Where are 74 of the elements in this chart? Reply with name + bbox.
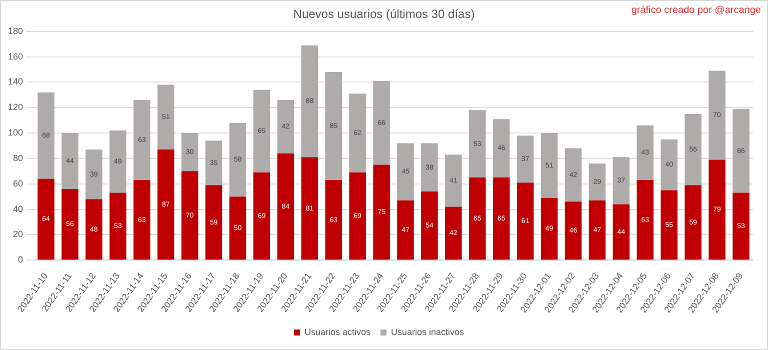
y-tick-label: 20: [13, 229, 24, 240]
bar: [684, 185, 702, 260]
bar: [181, 133, 198, 172]
bar: [588, 200, 606, 260]
bar: [732, 108, 750, 193]
bar: [445, 154, 462, 207]
bar: [277, 100, 294, 154]
bar: [469, 110, 486, 178]
bar: [181, 171, 198, 260]
bar: [540, 198, 558, 260]
y-tick-label: 160: [8, 51, 24, 62]
bar: [492, 119, 510, 178]
bar: [732, 192, 750, 260]
bar: [636, 125, 654, 180]
bar: [373, 164, 390, 260]
y-tick-label: 0: [18, 254, 24, 265]
bar: [349, 172, 366, 260]
bar: [612, 157, 630, 204]
bar: [636, 180, 654, 260]
bar: [133, 100, 150, 180]
bar: [373, 80, 390, 165]
bar: [157, 84, 174, 150]
bar: [301, 157, 318, 260]
bar: [38, 92, 54, 179]
bar: [349, 94, 366, 172]
bar: [445, 206, 462, 260]
bar: [253, 90, 270, 172]
bar: [540, 133, 558, 198]
bar: [564, 202, 582, 260]
bar: [229, 122, 246, 197]
bar: [492, 178, 510, 260]
bar: [205, 185, 222, 260]
bar: [157, 150, 174, 260]
bar: [110, 192, 126, 260]
bar: [588, 164, 606, 200]
bar: [86, 199, 102, 260]
bar: [421, 191, 438, 260]
bar: [421, 143, 438, 192]
bar: [229, 196, 246, 260]
y-tick-label: 60: [13, 178, 24, 188]
y-tick-label: 100: [8, 128, 24, 138]
bar: [516, 136, 534, 183]
bar: [397, 143, 414, 200]
legend-label: Usuarios inactivos: [391, 326, 465, 337]
y-tick-label: 180: [8, 26, 24, 36]
text: gráfico creado por @arcange: [631, 5, 761, 16]
bar: [612, 204, 630, 260]
bar: [469, 178, 486, 260]
bar: [38, 178, 54, 260]
bar: [660, 190, 678, 260]
bar: [708, 70, 726, 160]
bar: [516, 182, 534, 260]
bar: [684, 114, 702, 186]
bar: [133, 180, 150, 260]
bar: [660, 139, 678, 190]
y-tick-label: 40: [13, 204, 24, 214]
legend-label: Usuarios activos: [304, 326, 371, 337]
chart-title: Nuevos usuarios (últimos 30 días): [293, 7, 475, 21]
bar: [708, 160, 726, 260]
bar: [253, 172, 270, 260]
bar: [397, 200, 414, 260]
bar: [301, 45, 318, 158]
bar: [62, 133, 78, 189]
bar: [62, 188, 78, 260]
bar: [277, 153, 294, 260]
bar: [564, 148, 582, 202]
y-tick-label: 80: [13, 152, 24, 163]
y-tick-label: 140: [8, 76, 24, 87]
bar: [205, 140, 222, 186]
bar: [325, 72, 342, 180]
y-tick-label: 120: [8, 102, 24, 112]
bar: [110, 130, 126, 193]
bar: [86, 150, 102, 200]
bar: [325, 180, 342, 260]
